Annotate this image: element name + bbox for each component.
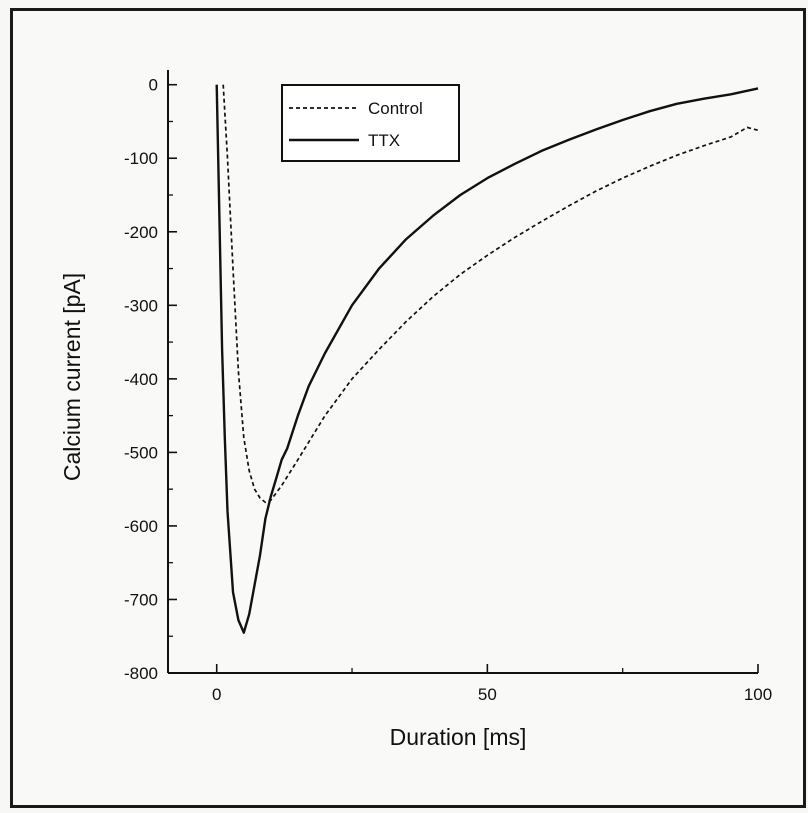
y-tick-label: 0 <box>149 76 158 95</box>
y-tick-label: -600 <box>124 517 158 536</box>
y-tick-label: -700 <box>124 590 158 609</box>
legend-control-label: Control <box>368 99 423 118</box>
y-tick-label: -200 <box>124 223 158 242</box>
y-tick-label: -500 <box>124 443 158 462</box>
x-tick-label: 100 <box>744 685 772 704</box>
y-tick-label: -100 <box>124 149 158 168</box>
legend: Control TTX <box>281 84 460 162</box>
series-line-control <box>222 84 759 504</box>
series-layer <box>215 84 759 634</box>
x-axis-title: Duration [ms] <box>390 724 527 750</box>
y-tick-label: -300 <box>124 296 158 315</box>
x-tick-label: 50 <box>478 685 497 704</box>
x-tick-label: 0 <box>212 685 221 704</box>
y-axis-title: Calcium current [pA] <box>59 273 85 481</box>
y-tick-label: -800 <box>124 664 158 683</box>
legend-box <box>281 84 460 162</box>
series-line-ttx <box>215 84 759 634</box>
y-tick-label: -400 <box>124 370 158 389</box>
axes: 0 -100 -200 -300 -400 -500 -600 -700 -800 0 50 100 <box>124 70 772 704</box>
legend-ttx-label: TTX <box>368 131 400 150</box>
